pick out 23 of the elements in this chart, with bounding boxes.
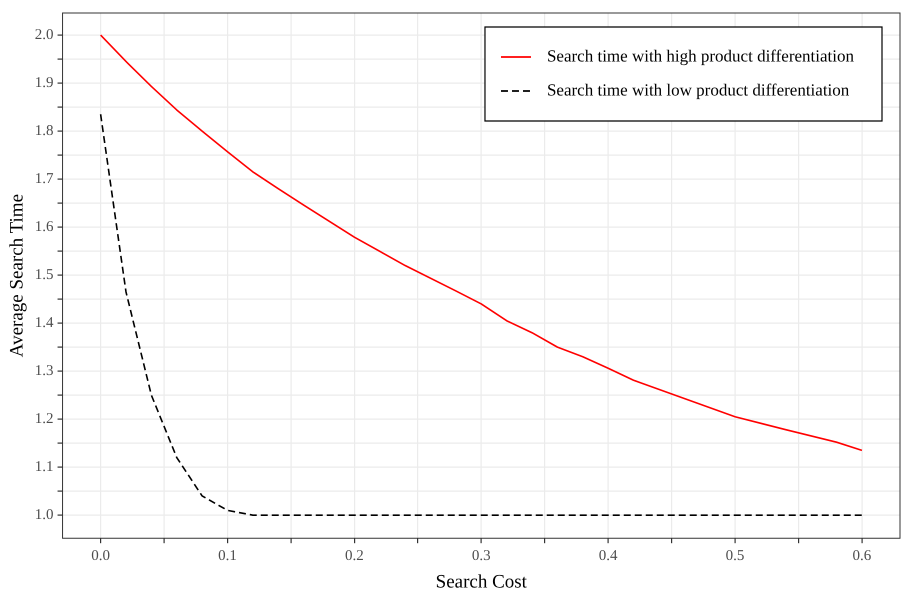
x-tick-label: 0.2 (345, 548, 364, 564)
x-tick-label: 0.0 (91, 548, 110, 564)
x-axis-title: Search Cost (436, 572, 528, 593)
y-tick-label: 1.6 (34, 219, 54, 236)
legend-label: Search time with low product differentiation (546, 80, 850, 100)
line-series (100, 113, 863, 516)
y-tick-label: 1.0 (34, 507, 54, 524)
x-tick-label: 0.1 (218, 548, 237, 564)
y-tick-label: 1.9 (34, 75, 54, 92)
y-tick-label: 1.8 (34, 123, 54, 140)
y-tick-label: 1.4 (34, 315, 54, 332)
x-tick-label: 0.5 (726, 548, 744, 564)
y-tick-label: 1.5 (34, 267, 54, 284)
x-tick-label: 0.4 (598, 548, 618, 564)
y-tick-label: 1.7 (34, 171, 54, 188)
x-tick-label: 0.6 (852, 548, 872, 564)
y-axis-title: Average Search Time (6, 194, 28, 358)
y-tick-label: 1.1 (34, 459, 54, 476)
y-tick-label: 2.0 (34, 27, 54, 44)
legend-label: Search time with high product differentiation (546, 46, 854, 66)
y-tick-label: 1.2 (34, 411, 54, 428)
x-tick-label: 0.3 (472, 548, 491, 564)
y-tick-label: 1.3 (34, 363, 54, 380)
